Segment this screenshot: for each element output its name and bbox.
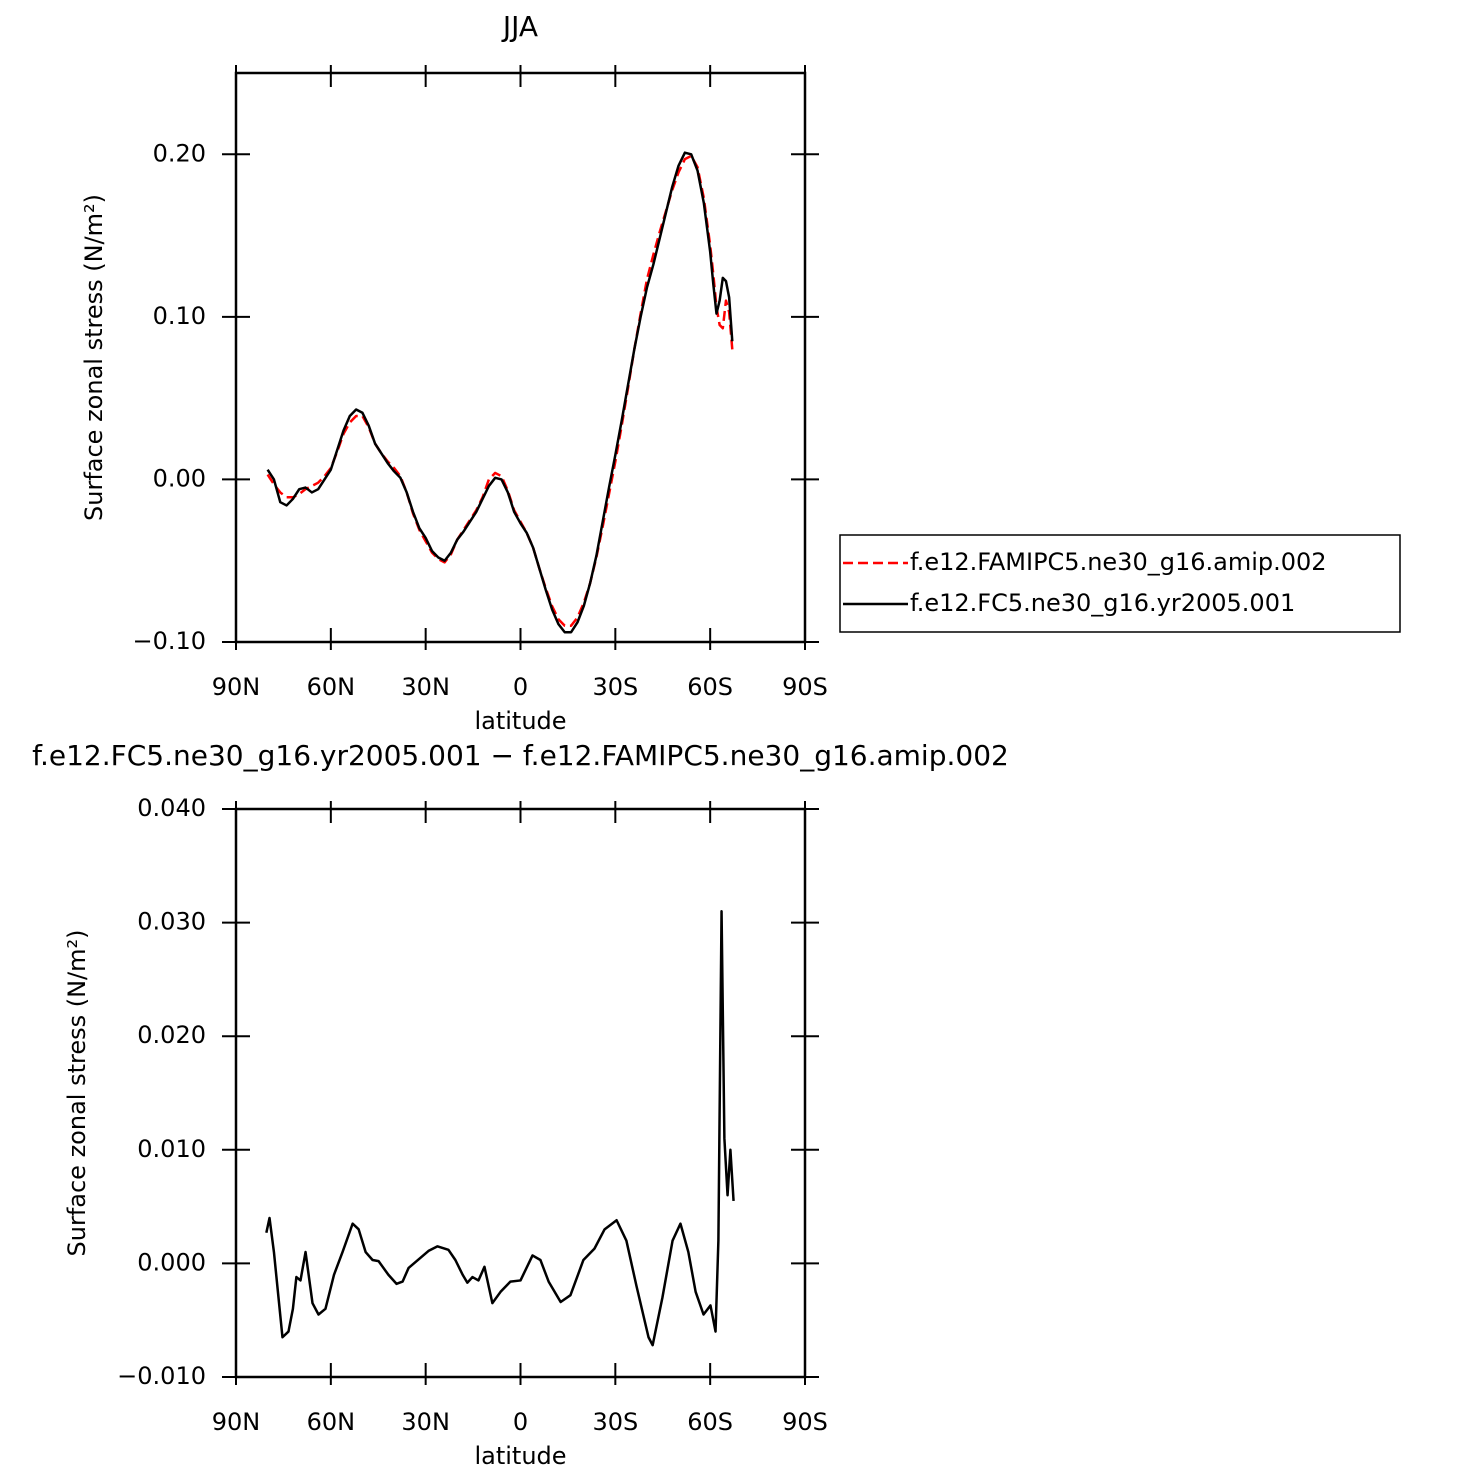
y-tick-label: 0.030	[137, 908, 206, 936]
x-tick-label: 90S	[782, 673, 828, 701]
x-tick-label: 60N	[307, 1408, 356, 1436]
x-axis-label: latitude	[474, 1442, 566, 1470]
x-tick-label: 60S	[687, 1408, 733, 1436]
legend-label: f.e12.FC5.ne30_g16.yr2005.001	[910, 589, 1295, 617]
x-tick-label: 0	[513, 673, 528, 701]
y-tick-label: 0.040	[137, 794, 206, 822]
x-tick-label: 30N	[401, 1408, 450, 1436]
y-tick-label: −0.10	[132, 627, 206, 655]
x-tick-label: 30N	[401, 673, 450, 701]
data-line	[266, 151, 734, 634]
x-tick-label: 60N	[307, 673, 356, 701]
x-tick-label: 30S	[592, 673, 638, 701]
y-tick-label: 0.000	[137, 1248, 206, 1276]
legend-label: f.e12.FAMIPC5.ne30_g16.amip.002	[910, 548, 1327, 576]
plot-frame	[234, 807, 807, 1379]
x-tick-label: 60S	[687, 673, 733, 701]
y-tick-label: 0.010	[137, 1135, 206, 1163]
data-line	[265, 909, 735, 1347]
x-tick-label: 90N	[212, 673, 261, 701]
chart-title: f.e12.FC5.ne30_g16.yr2005.001 − f.e12.FA…	[32, 739, 1009, 772]
y-tick-label: 0.10	[153, 302, 206, 330]
x-axis-label: latitude	[474, 707, 566, 735]
y-tick-label: −0.010	[117, 1362, 206, 1390]
y-axis-label: Surface zonal stress (N/m²)	[63, 930, 91, 1257]
x-tick-label: 0	[513, 1408, 528, 1436]
y-tick-label: 0.20	[153, 139, 206, 167]
x-tick-label: 90N	[212, 1408, 261, 1436]
plot-frame	[234, 71, 807, 644]
y-tick-label: 0.020	[137, 1021, 206, 1049]
x-tick-label: 90S	[782, 1408, 828, 1436]
y-axis-label: Surface zonal stress (N/m²)	[80, 194, 108, 521]
x-tick-label: 30S	[592, 1408, 638, 1436]
legend-box	[839, 534, 1401, 633]
chart-title: JJA	[501, 10, 538, 43]
y-tick-label: 0.00	[153, 464, 206, 492]
